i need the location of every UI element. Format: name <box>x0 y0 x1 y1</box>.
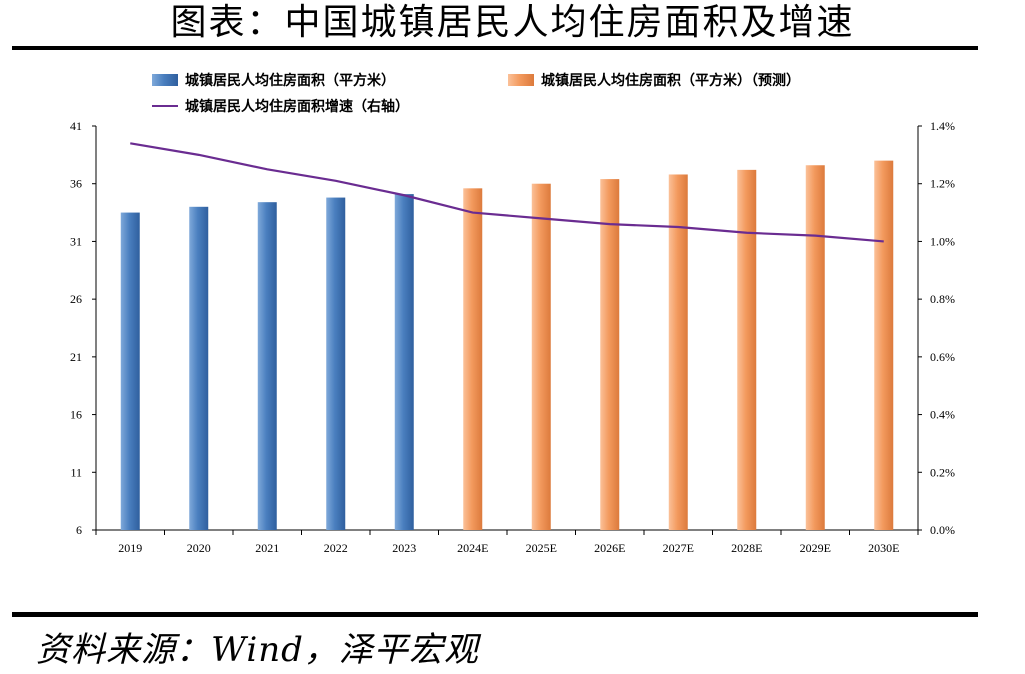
x-tick-label: 2022 <box>324 541 348 555</box>
left-tick-label: 6 <box>76 523 82 537</box>
x-tick-label: 2021 <box>255 541 279 555</box>
forecast-bar <box>737 169 757 530</box>
right-tick-label: 0.6% <box>930 350 955 364</box>
right-tick-label: 1.4% <box>930 119 955 133</box>
right-tick-label: 0.8% <box>930 292 955 306</box>
x-tick-label: 2028E <box>731 541 762 555</box>
x-tick-label: 2020 <box>187 541 211 555</box>
right-tick-label: 0.2% <box>930 465 955 479</box>
left-tick-label: 41 <box>70 119 82 133</box>
title-rule <box>12 46 978 50</box>
x-tick-label: 2023 <box>392 541 416 555</box>
left-tick-label: 21 <box>70 350 82 364</box>
right-tick-label: 0.0% <box>930 523 955 537</box>
actual-bar <box>189 206 209 531</box>
source-rule <box>12 612 978 617</box>
forecast-bar <box>531 183 551 530</box>
axes: 6 11 16 21 26 31 36 41 0.0% 0.2% 0.4% 0.6% 0.8% 1.0% 1… <box>70 119 955 555</box>
legend-label-actual: 城镇居民人均住房面积（平方米） <box>185 72 395 89</box>
actual-bar <box>326 197 346 530</box>
x-tick-label: 2026E <box>594 541 625 555</box>
actual-bar <box>257 202 277 530</box>
forecast-bar <box>463 188 483 530</box>
left-tick-label: 36 <box>70 177 82 191</box>
actual-bar <box>394 194 414 531</box>
bars <box>120 160 894 531</box>
forecast-bar <box>600 179 620 530</box>
x-tick-label: 2024E <box>457 541 488 555</box>
forecast-bar <box>668 174 688 531</box>
growth-line <box>130 142 884 243</box>
legend-label-forecast: 城镇居民人均住房面积（平方米）（预测） <box>541 72 800 89</box>
source-note: 资料来源：Wind，泽平宏观 <box>36 630 479 670</box>
left-tick-label: 31 <box>70 234 82 248</box>
left-tick-label: 26 <box>70 292 82 306</box>
right-tick-label: 1.2% <box>930 177 955 191</box>
x-tick-label: 2019 <box>118 541 142 555</box>
right-tick-label: 0.4% <box>930 408 955 422</box>
growth-line-group <box>130 142 884 243</box>
right-tick-label: 1.0% <box>930 234 955 248</box>
legend-label-growth: 城镇居民人均住房面积增速（右轴） <box>185 98 409 115</box>
x-tick-label: 2027E <box>663 541 694 555</box>
forecast-bar <box>805 165 825 530</box>
left-tick-label: 16 <box>70 408 82 422</box>
actual-bar <box>120 212 140 531</box>
chart-title: 图表：中国城镇居民人均住房面积及增速 <box>170 2 855 43</box>
forecast-bar <box>874 160 894 530</box>
x-tick-label: 2030E <box>868 541 899 555</box>
legend-swatch-forecast <box>508 74 534 86</box>
legend-swatch-actual <box>152 74 178 86</box>
x-tick-label: 2025E <box>526 541 557 555</box>
x-tick-label: 2029E <box>800 541 831 555</box>
legend: 城镇居民人均住房面积（平方米） 城镇居民人均住房面积（平方米）（预测） 城镇居民… <box>152 72 800 115</box>
left-tick-label: 11 <box>70 465 82 479</box>
